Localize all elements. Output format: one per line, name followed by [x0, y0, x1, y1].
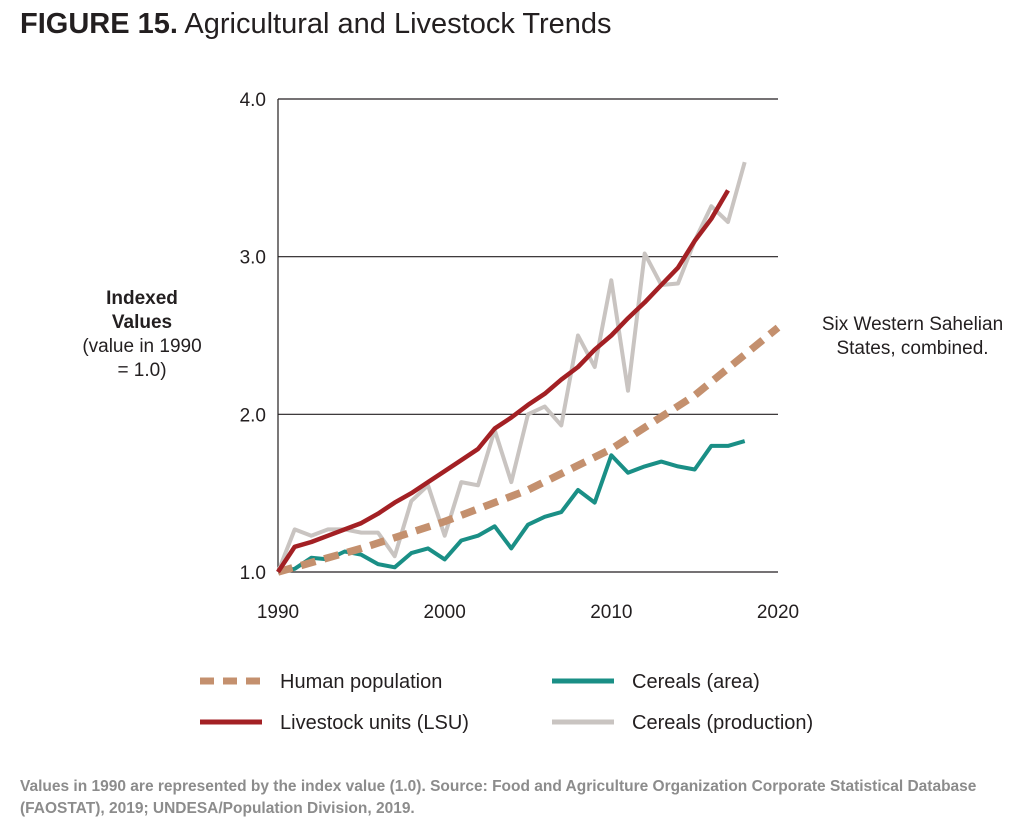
- y-axis-label-note: (value in 1990 = 1.0): [82, 336, 202, 381]
- x-tick-label: 2000: [424, 602, 466, 623]
- series-line-cereals-production: [276, 161, 747, 573]
- x-tick-label: 2010: [590, 602, 632, 623]
- x-tick-label: 1990: [257, 602, 299, 623]
- legend-label-cereals-production: Cereals (production): [632, 712, 813, 734]
- legend: Human population Cereals (area) Livestock …: [200, 671, 813, 734]
- y-tick-label: 1.0: [240, 563, 266, 584]
- figure-number: FIGURE 15.: [20, 8, 178, 40]
- figure-title-text: Agricultural and Livestock Trends: [184, 8, 612, 40]
- source-note: Values in 1990 are represented by the in…: [20, 778, 977, 817]
- y-tick-label: 3.0: [240, 248, 266, 269]
- series-line-livestock: [276, 189, 730, 574]
- y-tick-label: 4.0: [240, 90, 266, 111]
- region-annotation: Six Western Sahelian States, combined.: [821, 314, 1004, 359]
- legend-label-cereals-area: Cereals (area): [632, 671, 760, 693]
- series-lines: [276, 161, 781, 576]
- y-axis-label: Indexed Values (value in 1990 = 1.0): [82, 287, 202, 383]
- legend-label-livestock: Livestock units (LSU): [280, 712, 469, 734]
- legend-label-population: Human population: [280, 671, 442, 693]
- axes: 1.0 2.0 3.0 4.0 1990 2000 2010 2020: [240, 90, 800, 623]
- grid-lines: [278, 98, 778, 573]
- x-tick-label: 2020: [757, 602, 799, 623]
- y-tick-label: 2.0: [240, 405, 266, 426]
- y-axis-label-bold: Indexed Values: [106, 288, 178, 333]
- series-line-population: [276, 324, 781, 576]
- line-chart: 1.0 2.0 3.0 4.0 1990 2000 2010 2020 Human popul…: [200, 90, 813, 734]
- figure-title: FIGURE 15. Agricultural and Livestock Tr…: [20, 8, 612, 41]
